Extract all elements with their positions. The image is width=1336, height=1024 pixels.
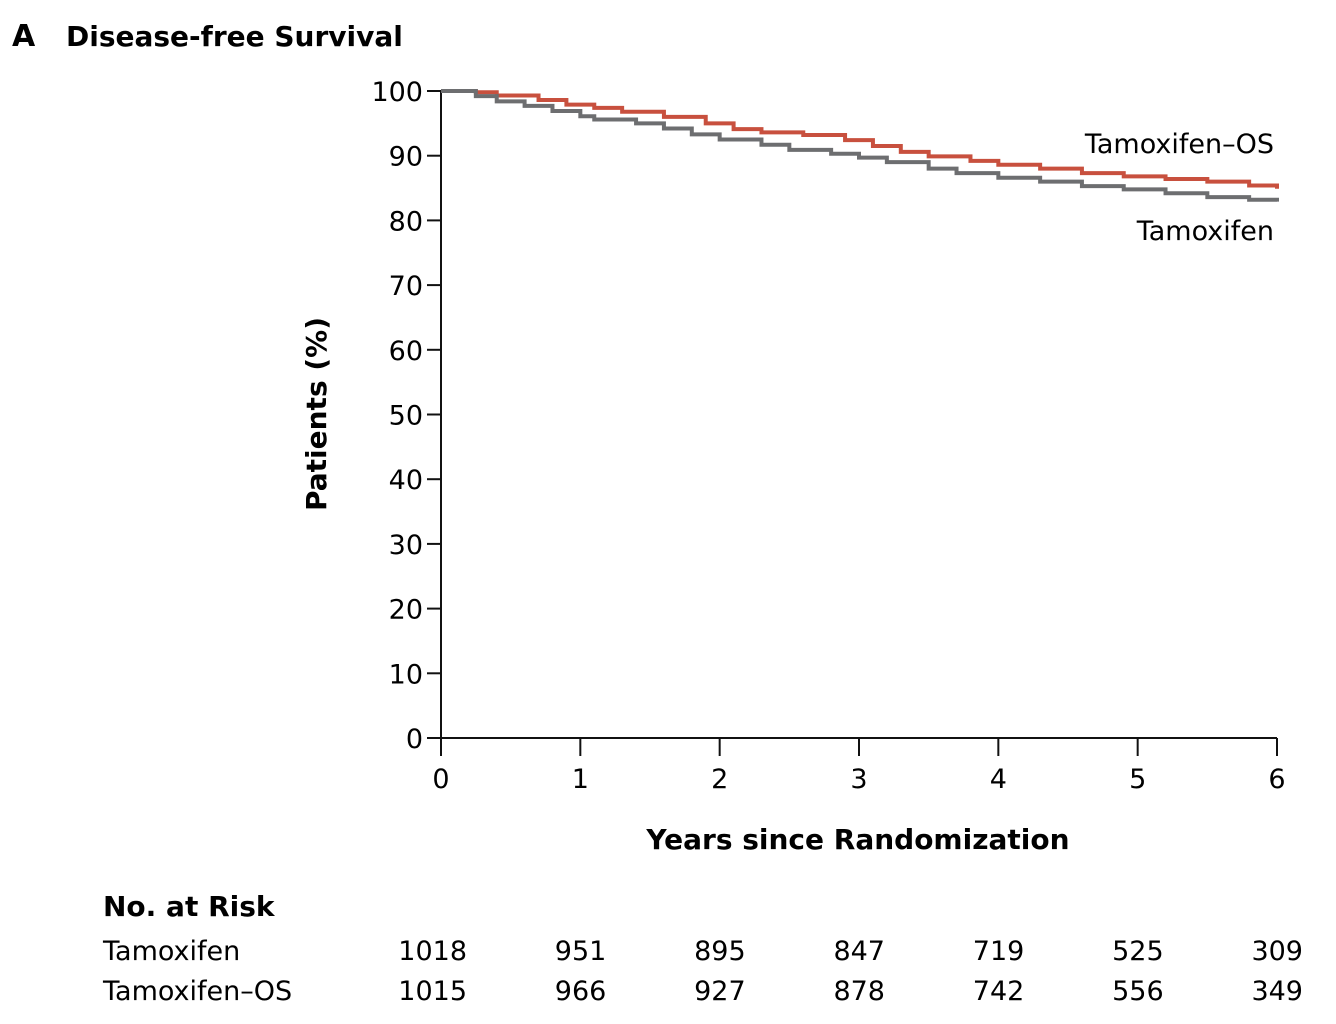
x-tick-label: 2 (711, 764, 728, 795)
y-tick-label: 60 (389, 336, 423, 367)
risk-value: 556 (1112, 976, 1164, 1007)
y-tick-label: 50 (389, 401, 423, 432)
risk-table-heading: No. at Risk (103, 890, 276, 923)
series-line-tamoxifen-os (441, 89, 1279, 189)
y-tick-label: 20 (389, 595, 423, 626)
risk-value: 927 (694, 976, 746, 1007)
y-tick-label: 30 (389, 530, 423, 561)
x-tick-label: 1 (572, 764, 589, 795)
x-tick-label: 4 (990, 764, 1007, 795)
risk-values: 1018 951 895 847 719 525 309 1015 966 927 878 742 55… (398, 936, 1303, 1007)
risk-row-label-tamoxifen: Tamoxifen (102, 936, 240, 967)
x-tick-label: 6 (1268, 764, 1285, 795)
y-tick-label: 40 (389, 465, 423, 496)
x-tick-label: 5 (1129, 764, 1146, 795)
y-axis: 0 10 20 30 40 50 60 70 80 90 100 (371, 77, 442, 755)
series-label-tamoxifen-os: Tamoxifen–OS (1084, 129, 1274, 160)
risk-value: 1015 (398, 976, 467, 1007)
y-tick-label: 70 (389, 271, 423, 302)
chart-title: Disease-free Survival (66, 20, 403, 53)
x-tick-label: 3 (850, 764, 867, 795)
risk-value: 349 (1251, 976, 1303, 1007)
y-tick-label: 0 (406, 724, 423, 755)
risk-value: 1018 (398, 936, 467, 967)
x-axis-title: Years since Randomization (645, 823, 1069, 856)
risk-value: 878 (833, 976, 885, 1007)
y-axis-title: Patients (%) (300, 317, 333, 511)
y-tick-label: 100 (371, 77, 423, 108)
y-tick-label: 90 (389, 142, 423, 173)
series-line-tamoxifen (441, 89, 1279, 202)
risk-value: 309 (1251, 936, 1303, 967)
risk-value: 847 (833, 936, 885, 967)
risk-value: 951 (555, 936, 607, 967)
x-axis: 0 1 2 3 4 5 6 (432, 737, 1286, 795)
series-lines (441, 89, 1279, 202)
risk-row-label-tamoxifen-os: Tamoxifen–OS (102, 976, 292, 1007)
risk-value: 966 (555, 976, 607, 1007)
risk-value: 742 (973, 976, 1025, 1007)
panel-letter: A (12, 19, 36, 54)
x-tick-label: 0 (432, 764, 449, 795)
series-label-tamoxifen: Tamoxifen (1136, 216, 1274, 247)
risk-value: 525 (1112, 936, 1164, 967)
risk-value: 895 (694, 936, 746, 967)
risk-value: 719 (973, 936, 1025, 967)
y-tick-label: 10 (389, 659, 423, 690)
y-tick-label: 80 (389, 206, 423, 237)
